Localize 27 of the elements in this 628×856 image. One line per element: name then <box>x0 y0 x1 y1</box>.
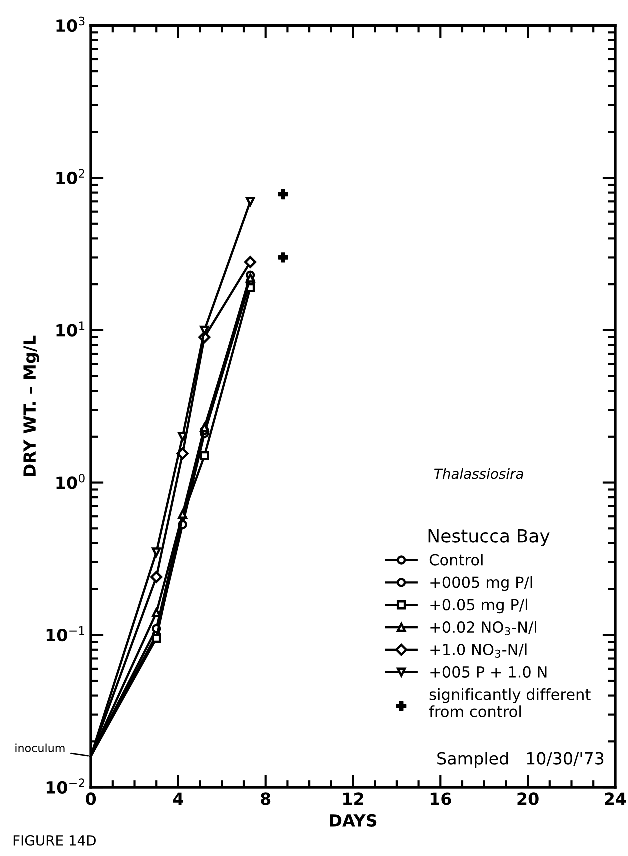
x-tick-label: 8 <box>261 792 271 806</box>
legend-title: Nestucca Bay <box>428 529 550 546</box>
legend-label: Control <box>430 554 483 566</box>
legend-label: +0.05 mg P/l <box>430 598 528 614</box>
y-tick-label: 10$^{3}$ <box>56 16 85 32</box>
x-tick-label: 16 <box>430 792 452 806</box>
legend-label: +0.02 NO$_{3}$-N/l <box>430 621 536 636</box>
x-axis-title: DAYS <box>330 814 377 827</box>
annotation: inoculum <box>16 744 65 752</box>
caption: FIGURE 14D <box>14 835 96 846</box>
x-tick-label: 4 <box>173 792 184 806</box>
annotation: Sampled 10/30/'73 <box>438 752 604 768</box>
legend-label: +1.0 NO$_{3}$-N/l <box>430 644 527 658</box>
y-tick-label: 10$^{−2}$ <box>46 778 84 794</box>
y-tick-label: 10$^{−1}$ <box>46 626 85 642</box>
legend-label: +0005 mg P/l <box>430 576 532 592</box>
x-tick-label: 24 <box>605 792 626 806</box>
legend-label: +005 P + 1.0 N <box>430 666 547 678</box>
y-tick-label: 10$^{1}$ <box>56 322 85 337</box>
legend-label: significantly different from control <box>429 688 591 718</box>
x-tick-label: 20 <box>518 792 539 806</box>
x-tick-label: 0 <box>86 792 96 806</box>
y-tick-label: 10$^{2}$ <box>56 169 84 184</box>
y-axis-title: DRY WT. – Mg/L <box>24 336 40 476</box>
x-tick-label: 12 <box>344 792 364 806</box>
y-tick-label: 10$^{0}$ <box>56 474 85 490</box>
annotation: Thalassiosira <box>434 468 524 480</box>
